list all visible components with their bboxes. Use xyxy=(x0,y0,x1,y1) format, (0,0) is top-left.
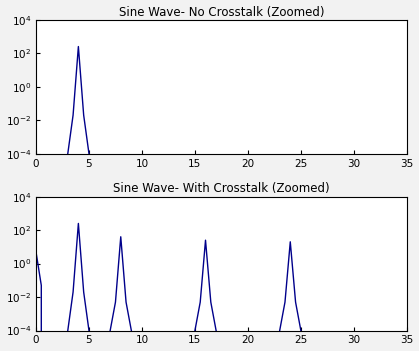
Title: Sine Wave- No Crosstalk (Zoomed): Sine Wave- No Crosstalk (Zoomed) xyxy=(119,6,324,19)
Title: Sine Wave- With Crosstalk (Zoomed): Sine Wave- With Crosstalk (Zoomed) xyxy=(113,183,330,196)
